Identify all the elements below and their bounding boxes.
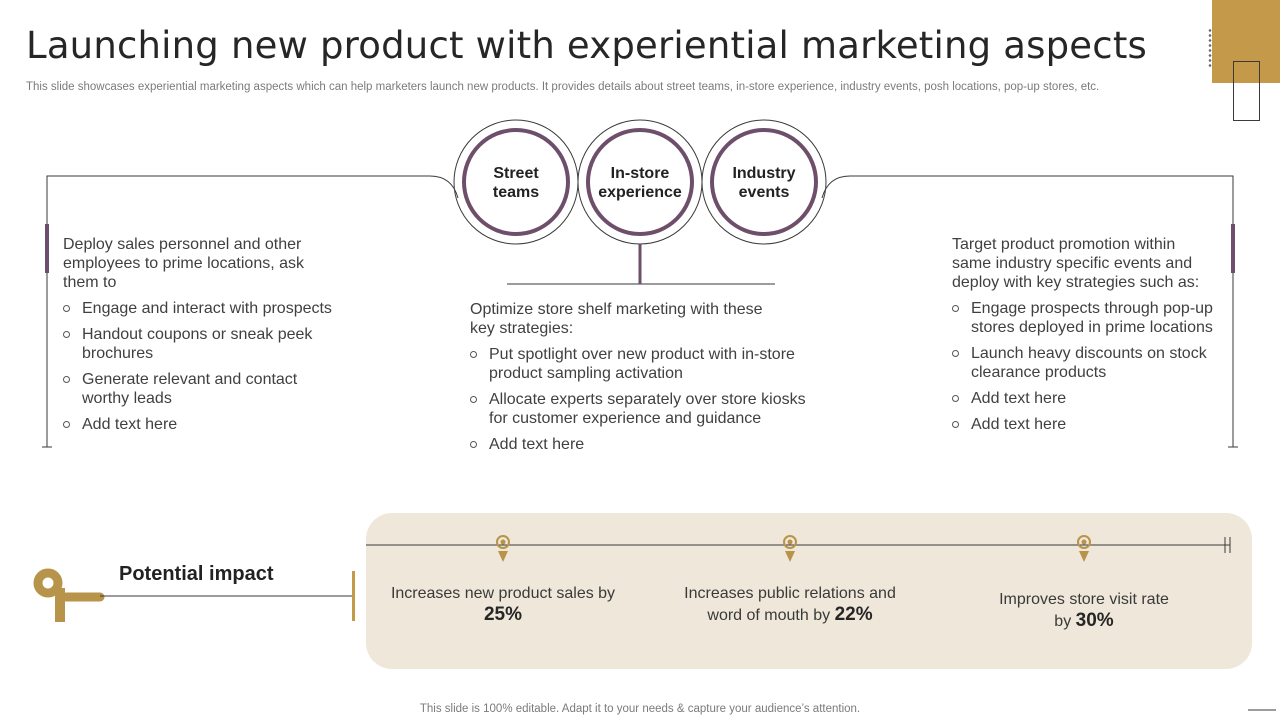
bullet-circle-icon [952, 305, 959, 312]
key-icon [33, 568, 105, 622]
bullet-circle-icon [952, 421, 959, 428]
circle-label-in-store: In-store experience [585, 164, 695, 202]
bullet-circle-icon [470, 351, 477, 358]
corner-decoration-frame [1233, 61, 1260, 121]
bullet-circle-icon [470, 441, 477, 448]
bullet-circle-icon [63, 376, 70, 383]
left-column-bullets: Engage and interact with prospects Hando… [63, 299, 333, 441]
circle-ring-industry-events [701, 119, 827, 245]
list-item: Launch heavy discounts on stock clearanc… [952, 344, 1220, 382]
circle-label-line: Industry [732, 165, 796, 182]
impact-connector-bar [352, 571, 355, 621]
impact-value: 25% [483, 604, 523, 625]
bullet-circle-icon [63, 305, 70, 312]
impact-item-2: Increases public relations and word of m… [684, 585, 896, 625]
impact-marker-icon [496, 535, 510, 562]
bullet-circle-icon [63, 331, 70, 338]
circle-label-line: experience [598, 184, 682, 201]
left-column-intro: Deploy sales personnel and other employe… [63, 236, 304, 291]
circle-label-industry-events: Industry events [709, 164, 819, 202]
corner-decoration-block [1212, 0, 1280, 83]
bullet-circle-icon [63, 421, 70, 428]
impact-panel [366, 513, 1252, 669]
circle-label-line: Street [493, 165, 539, 182]
left-bracket-line [46, 175, 459, 447]
center-column-bullets: Put spotlight over new product with in-s… [470, 345, 815, 461]
right-bracket-line [821, 175, 1234, 447]
bullet-circle-icon [952, 395, 959, 402]
circle-street-teams [462, 128, 570, 236]
list-item: Handout coupons or sneak peek brochures [63, 325, 333, 363]
list-item: Generate relevant and contact worthy lea… [63, 370, 333, 408]
circle-label-line: events [738, 184, 790, 201]
list-item: Put spotlight over new product with in-s… [470, 345, 815, 383]
list-item: Engage prospects through pop-up stores d… [952, 299, 1220, 337]
list-item: Add text here [63, 415, 333, 434]
list-item: Add text here [470, 435, 815, 454]
list-item: Engage and interact with prospects [63, 299, 333, 318]
left-accent-bar [45, 224, 49, 273]
circle-label-line: teams [492, 184, 540, 201]
list-item: Add text here [952, 389, 1220, 408]
right-column-intro: Target product promotion within same ind… [952, 236, 1200, 291]
center-column-intro: Optimize store shelf marketing with thes… [470, 301, 763, 337]
circle-in-store [586, 128, 694, 236]
slide-footer: This slide is 100% editable. Adapt it to… [419, 703, 861, 715]
right-column-bullets: Engage prospects through pop-up stores d… [952, 299, 1220, 441]
bullet-circle-icon [952, 350, 959, 357]
list-item: Add text here [952, 415, 1220, 434]
impact-item-3: Improves store visit rate by 30% [999, 591, 1169, 631]
corner-decoration-dots [1207, 28, 1213, 68]
right-accent-bar [1231, 224, 1235, 273]
impact-item-1: Increases new product sales by 25% [390, 585, 616, 625]
impact-value: 22% [834, 604, 873, 625]
impact-value: 30% [1075, 610, 1114, 631]
impact-marker-icon [1077, 535, 1091, 562]
circle-industry-events [710, 128, 818, 236]
slide-title: Launching new product with experiential … [26, 24, 1148, 67]
circle-label-street-teams: Street teams [461, 164, 571, 202]
bullet-circle-icon [470, 396, 477, 403]
impact-marker-icon [783, 535, 797, 562]
circle-label-line: In-store [610, 165, 670, 182]
impact-title: Potential impact [119, 563, 274, 585]
slide-subtitle: This slide showcases experiential market… [26, 81, 1100, 93]
list-item: Allocate experts separately over store k… [470, 390, 815, 428]
